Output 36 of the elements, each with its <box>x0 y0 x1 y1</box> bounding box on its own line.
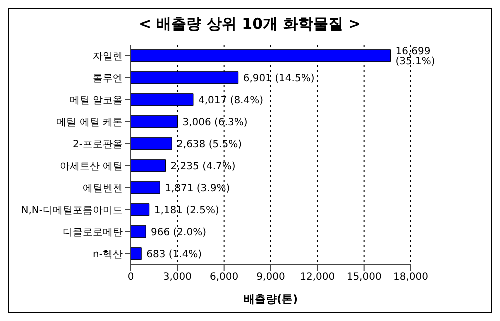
y-tick-label: n-헥산 <box>93 250 123 261</box>
data-label: 1,181 (2.5%) <box>154 205 220 216</box>
x-axis-title: 배출량(톤) <box>244 293 298 306</box>
x-tick-label: 18,000 <box>394 272 428 284</box>
y-tick-label: 아세트산 에틸 <box>60 162 123 173</box>
data-label: 2,638 (5.5%) <box>177 139 242 150</box>
bar <box>131 50 392 62</box>
data-label: 3,006 (6.3%) <box>182 117 248 128</box>
bar <box>131 204 150 216</box>
x-tick-label: 0 <box>128 272 134 284</box>
y-tick-label: 에틸벤젠 <box>83 184 123 195</box>
x-tick-label: 12,000 <box>300 272 336 284</box>
y-tick-label: 메틸 알코올 <box>70 96 123 107</box>
y-tick-label: 톨루엔 <box>93 74 123 85</box>
bar <box>131 182 160 194</box>
data-label: 1,871 (3.9%) <box>165 183 230 194</box>
x-tick-label: 6,000 <box>210 272 239 284</box>
bar <box>131 138 172 150</box>
x-tick-label: 3,000 <box>163 272 192 284</box>
x-tick-label: 9,000 <box>256 272 286 284</box>
data-label: 6,901 (14.5%) <box>243 73 315 84</box>
bar <box>131 226 146 238</box>
data-label: 966 (2.0%) <box>151 227 207 238</box>
y-tick-label: 메틸 에틸 케톤 <box>56 118 123 129</box>
data-label: 2,235 (4.7%) <box>170 161 236 172</box>
y-tick-label: N,N-디메틸포름아미드 <box>21 206 123 217</box>
bar <box>131 248 142 260</box>
x-tick-label: 15,000 <box>346 272 382 284</box>
y-tick-label: 디클로로메탄 <box>63 228 123 239</box>
data-label: 683 (1.4%) <box>146 249 202 260</box>
chart-title: < 배출량 상위 10개 화학물질 > <box>138 15 362 35</box>
data-label: 16,699 (35.1%) <box>396 46 436 68</box>
data-label: 4,017 (8.4%) <box>198 95 264 106</box>
y-tick-label: 2-프로판올 <box>73 140 123 151</box>
bar <box>131 160 166 172</box>
y-tick-label: 자일렌 <box>93 52 123 63</box>
